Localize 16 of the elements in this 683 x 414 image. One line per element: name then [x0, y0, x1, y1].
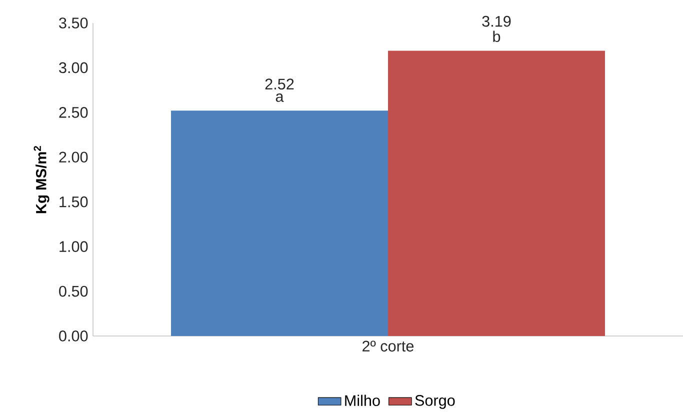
y-axis-title: Kg MS/m$^{2}$	[34, 146, 50, 214]
x-tick-label: 2º corte	[362, 340, 414, 352]
y-tick-label: 0.50	[59, 286, 88, 297]
data-label: 3.19	[482, 16, 511, 27]
legend-label: Milho	[345, 394, 380, 406]
y-tick-label: 3.50	[59, 18, 88, 28]
annotation: a	[276, 94, 284, 102]
y-tick-label: 3.00	[59, 62, 88, 74]
y-tick-label: 0.00	[59, 330, 88, 342]
legend-label: Sorgo	[415, 394, 455, 409]
y-tick-label: 2.50	[59, 106, 88, 118]
y-tick-label: 1.50	[60, 196, 88, 208]
y-tick-label: 2.00	[59, 152, 88, 163]
y-tick-label: 1.00	[60, 241, 88, 252]
annotation: b	[493, 30, 500, 42]
data-label: 2.52	[265, 78, 294, 90]
